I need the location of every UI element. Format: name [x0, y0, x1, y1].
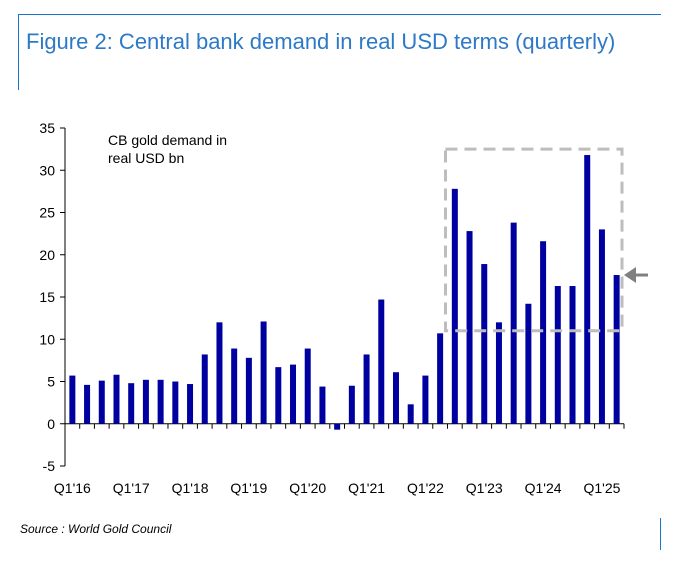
bar	[554, 286, 561, 424]
source-note: Source : World Gold Council	[20, 522, 172, 536]
y-tick-label: 0	[47, 416, 55, 432]
bar	[334, 423, 341, 430]
bar	[275, 367, 282, 424]
bar	[69, 375, 76, 424]
bar	[304, 348, 311, 424]
bar	[142, 379, 149, 424]
bar	[598, 229, 605, 424]
figure-title: Figure 2: Central bank demand in real US…	[26, 29, 616, 54]
y-tick-label: 5	[47, 374, 55, 390]
bar	[260, 321, 267, 424]
chart-overlay	[443, 147, 648, 333]
bar	[584, 155, 591, 424]
bar	[378, 299, 385, 424]
annotation-line-1: CB gold demand in	[108, 132, 227, 148]
x-tick-label: Q1'19	[230, 480, 267, 496]
y-tick-label: 10	[39, 331, 55, 347]
bar	[613, 275, 620, 424]
y-tick-label: 15	[39, 289, 55, 305]
x-tick-label: Q1'20	[289, 480, 326, 496]
bar	[510, 222, 517, 424]
x-tick-label: Q1'18	[172, 480, 209, 496]
bar	[216, 322, 223, 424]
y-tick-label: 30	[39, 162, 55, 178]
arrow-icon	[624, 267, 636, 284]
x-tick-label: Q1'21	[348, 480, 385, 496]
x-tick-label: Q1'17	[113, 480, 150, 496]
chart-bars	[69, 155, 620, 430]
bar	[201, 354, 208, 424]
bar	[466, 231, 473, 424]
bar	[245, 357, 252, 424]
y-tick-label: -5	[43, 458, 56, 474]
bar	[319, 386, 326, 424]
chart-axes: -5 0 5 10 15 20 25 30 35 Q1'16 Q1'17 Q1'18 Q1'19 Q1'2…	[39, 120, 625, 496]
bar	[451, 188, 458, 424]
frame-top-rule	[18, 14, 661, 15]
bar	[128, 383, 135, 424]
bar	[172, 381, 179, 424]
highlight-box	[443, 147, 624, 333]
x-tick-label: Q1'16	[54, 480, 91, 496]
bar	[540, 241, 547, 424]
frame-left-rule	[18, 14, 19, 90]
y-tick-label: 35	[39, 120, 55, 136]
bar	[290, 364, 297, 424]
annotation-line-2: real USD bn	[108, 150, 184, 166]
bar	[84, 384, 91, 424]
bar	[348, 385, 355, 424]
bar	[495, 322, 502, 424]
bar	[113, 374, 120, 424]
bar	[422, 375, 429, 424]
bar	[363, 354, 370, 424]
bar	[392, 372, 399, 424]
frame-right-rule	[660, 518, 661, 550]
bar	[481, 264, 488, 424]
bar	[157, 379, 164, 424]
bar	[231, 348, 238, 424]
x-tick-label: Q1'24	[525, 480, 562, 496]
bar	[437, 333, 444, 424]
x-tick-label: Q1'25	[583, 480, 620, 496]
bar	[525, 303, 532, 424]
x-tick-label: Q1'23	[466, 480, 503, 496]
bar	[98, 380, 105, 424]
bar	[407, 404, 414, 424]
y-tick-label: 20	[39, 247, 55, 263]
bar	[187, 384, 194, 424]
y-tick-label: 25	[39, 205, 55, 221]
x-tick-label: Q1'22	[407, 480, 444, 496]
bar	[569, 286, 576, 424]
